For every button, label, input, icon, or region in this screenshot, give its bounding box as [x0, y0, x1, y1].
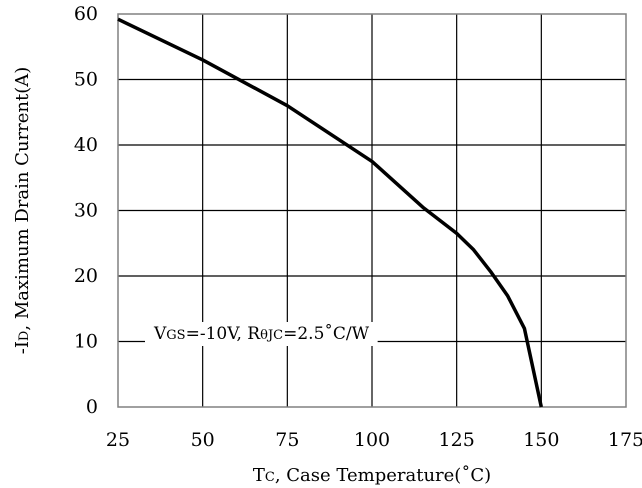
y-tick-label: 10: [74, 331, 98, 353]
y-axis-label-prefix: -I: [12, 341, 33, 354]
x-tick-label: 175: [608, 429, 642, 451]
x-axis-label: TC, Case Temperature(˚C): [253, 464, 491, 486]
annotation-text: VGS=-10V, RθJC=2.5˚C/W: [153, 324, 370, 344]
annotation-part: =-10V, R: [186, 324, 262, 344]
y-tick-label: 40: [74, 134, 98, 156]
annotation-part: =2.5˚C/W: [283, 324, 370, 344]
grid: [118, 14, 626, 407]
x-axis-label-rest: , Case Temperature(˚C): [275, 464, 491, 486]
y-tick-label: 30: [74, 200, 98, 222]
x-tick-labels: 25 50 75 100 125 150 175: [106, 429, 642, 451]
y-axis-label: -ID, Maximum Drain Current(A): [12, 67, 33, 355]
annotation-background: [145, 322, 378, 346]
y-tick-label: 0: [86, 396, 98, 418]
y-axis-label-sub: D: [17, 331, 32, 341]
series-line: [117, 17, 544, 408]
x-axis-label-main: T: [253, 465, 265, 486]
y-axis-label-rest: , Maximum Drain Current(A): [12, 67, 33, 331]
plot-frame: [117, 13, 627, 408]
annotation-subscript: GS: [166, 328, 185, 343]
y-tick-label: 20: [74, 265, 98, 287]
x-tick-label: 125: [439, 429, 475, 451]
x-tick-label: 100: [354, 429, 390, 451]
series-points: [118, 19, 542, 407]
x-axis-label-sub: C: [265, 470, 275, 485]
annotation-subscript: θJC: [260, 328, 283, 343]
x-tick-label: 150: [523, 429, 559, 451]
y-tick-labels: 0 10 20 30 40 50 60: [74, 3, 98, 418]
x-tick-label: 50: [191, 429, 215, 451]
x-tick-label: 25: [106, 429, 130, 451]
x-tick-label: 75: [275, 429, 299, 451]
y-tick-label: 60: [74, 3, 98, 25]
annotation-part: V: [153, 324, 167, 344]
y-tick-label: 50: [74, 69, 98, 91]
